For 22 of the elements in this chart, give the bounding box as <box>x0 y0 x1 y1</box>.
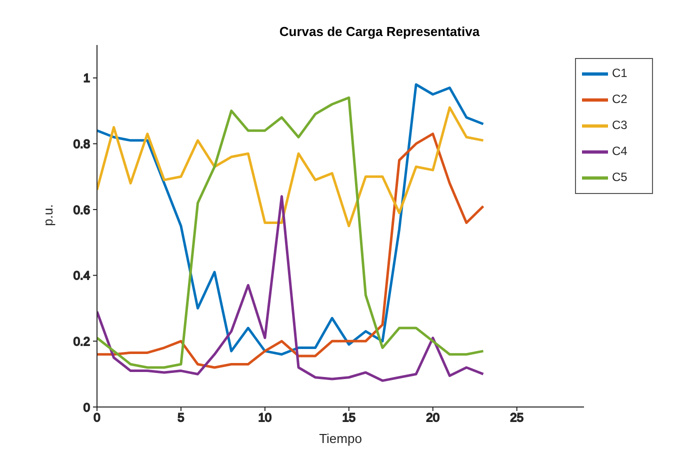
x-tick-label: 10 <box>258 410 272 425</box>
y-tick-label: 0.4 <box>73 268 90 283</box>
x-axis-title: Tiempo <box>319 431 362 446</box>
chart-title: Curvas de Carga Representativa <box>278 24 481 39</box>
legend-label: C1 <box>612 66 628 80</box>
x-tick-label: 15 <box>342 410 356 425</box>
y-tick-label: 0 <box>83 400 90 414</box>
x-tick-label: 20 <box>426 410 440 425</box>
x-tick-label: 0 <box>94 410 101 425</box>
x-tick-label: 25 <box>510 410 524 425</box>
y-axis-title: p.u. <box>40 204 56 226</box>
legend-label: C5 <box>612 170 628 184</box>
line-series <box>97 106 484 228</box>
y-tick-label: 0.6 <box>73 202 90 217</box>
legend-label: C3 <box>612 118 628 132</box>
y-tick-label: 1 <box>83 71 90 86</box>
line-series <box>97 195 484 382</box>
legend-label: C2 <box>612 92 628 106</box>
legend-label: C4 <box>612 144 628 158</box>
y-tick-label: 0.2 <box>73 334 90 348</box>
y-tick-label: 0.8 <box>73 136 90 151</box>
x-tick-label: 5 <box>178 410 185 425</box>
